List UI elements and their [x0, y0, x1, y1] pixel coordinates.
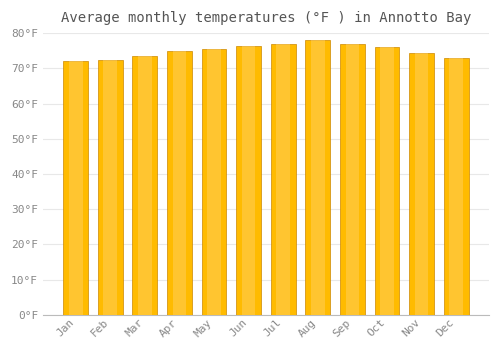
Bar	[306, 40, 330, 315]
Bar	[138, 56, 151, 315]
Bar	[409, 52, 434, 315]
Bar	[167, 51, 192, 315]
Bar	[414, 52, 428, 315]
Bar	[98, 60, 122, 315]
Bar	[311, 40, 324, 315]
Bar	[242, 46, 256, 315]
Bar	[132, 56, 158, 315]
Bar	[104, 60, 117, 315]
Bar	[69, 61, 82, 315]
Bar	[172, 51, 186, 315]
Bar	[444, 58, 468, 315]
Bar	[450, 58, 463, 315]
Bar	[340, 44, 365, 315]
Bar	[63, 61, 88, 315]
Bar	[202, 49, 226, 315]
Bar	[380, 47, 394, 315]
Bar	[271, 44, 295, 315]
Bar	[207, 49, 221, 315]
Bar	[374, 47, 400, 315]
Bar	[276, 44, 290, 315]
Bar	[236, 46, 261, 315]
Title: Average monthly temperatures (°F ) in Annotto Bay: Average monthly temperatures (°F ) in An…	[60, 11, 471, 25]
Bar	[346, 44, 360, 315]
